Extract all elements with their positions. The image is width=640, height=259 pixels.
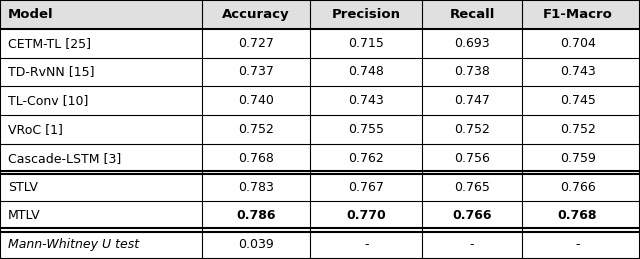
Text: CETM-TL [25]: CETM-TL [25] — [8, 37, 91, 50]
Text: 0.737: 0.737 — [238, 66, 274, 78]
Text: 0.745: 0.745 — [559, 94, 596, 107]
Text: Model: Model — [8, 8, 53, 21]
Text: TD-RvNN [15]: TD-RvNN [15] — [8, 66, 94, 78]
Text: 0.768: 0.768 — [238, 152, 274, 165]
Text: -: - — [575, 238, 580, 251]
Text: 0.704: 0.704 — [559, 37, 596, 50]
Text: 0.766: 0.766 — [452, 209, 492, 222]
Text: 0.748: 0.748 — [348, 66, 385, 78]
Text: 0.747: 0.747 — [454, 94, 490, 107]
Text: F1-Macro: F1-Macro — [543, 8, 612, 21]
Text: TL-Conv [10]: TL-Conv [10] — [8, 94, 88, 107]
Text: Mann-Whitney U test: Mann-Whitney U test — [8, 238, 139, 251]
Text: Recall: Recall — [449, 8, 495, 21]
Text: 0.039: 0.039 — [238, 238, 274, 251]
Text: 0.752: 0.752 — [238, 123, 274, 136]
Text: VRoC [1]: VRoC [1] — [8, 123, 63, 136]
Text: -: - — [364, 238, 369, 251]
Text: 0.752: 0.752 — [559, 123, 596, 136]
Text: 0.743: 0.743 — [560, 66, 595, 78]
Text: 0.766: 0.766 — [560, 181, 595, 193]
Text: 0.768: 0.768 — [558, 209, 597, 222]
Text: Accuracy: Accuracy — [222, 8, 290, 21]
Text: 0.755: 0.755 — [348, 123, 385, 136]
Text: 0.727: 0.727 — [238, 37, 274, 50]
Text: Precision: Precision — [332, 8, 401, 21]
Text: 0.762: 0.762 — [349, 152, 384, 165]
Text: 0.715: 0.715 — [348, 37, 385, 50]
Text: Cascade-LSTM [3]: Cascade-LSTM [3] — [8, 152, 121, 165]
Text: 0.740: 0.740 — [238, 94, 274, 107]
Text: 0.767: 0.767 — [348, 181, 385, 193]
Text: 0.738: 0.738 — [454, 66, 490, 78]
Bar — [0, 0, 640, 29]
Text: 0.693: 0.693 — [454, 37, 490, 50]
Text: 0.770: 0.770 — [346, 209, 387, 222]
Text: -: - — [470, 238, 474, 251]
Text: 0.752: 0.752 — [454, 123, 490, 136]
Text: 0.756: 0.756 — [454, 152, 490, 165]
Text: STLV: STLV — [8, 181, 38, 193]
Text: MTLV: MTLV — [8, 209, 40, 222]
Text: 0.786: 0.786 — [236, 209, 276, 222]
Text: 0.783: 0.783 — [238, 181, 274, 193]
Text: 0.765: 0.765 — [454, 181, 490, 193]
Text: 0.743: 0.743 — [349, 94, 384, 107]
Text: 0.759: 0.759 — [559, 152, 596, 165]
